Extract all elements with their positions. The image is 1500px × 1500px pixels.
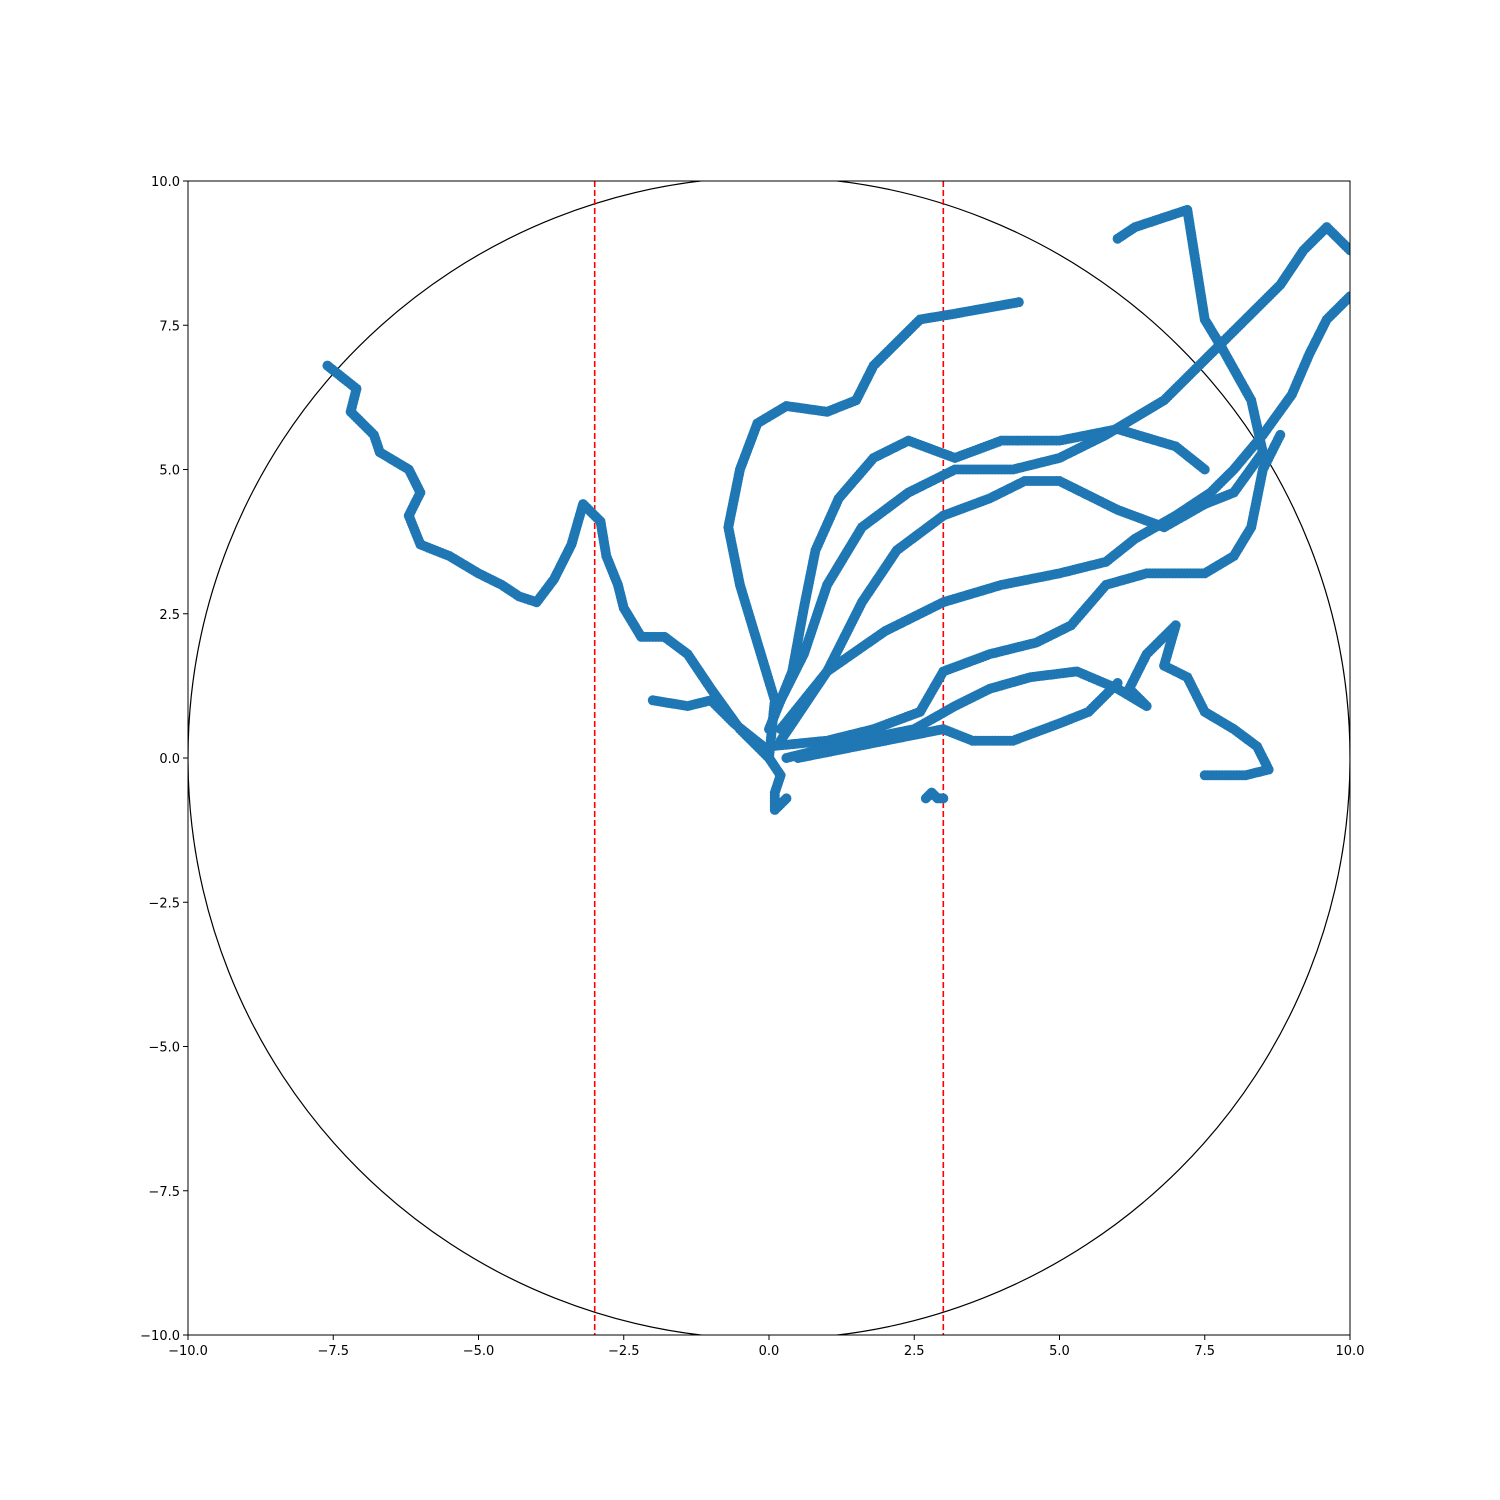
x-tick-label: 2.5: [904, 1344, 925, 1359]
data-point: [1345, 291, 1350, 302]
trajectory-6: [793, 677, 1123, 763]
y-tick-label: 7.5: [159, 319, 180, 334]
x-tick-label: 7.5: [1194, 1344, 1215, 1359]
data-point: [1013, 297, 1024, 308]
x-tick-label: −2.5: [608, 1344, 640, 1359]
y-tick-label: −7.5: [148, 1185, 180, 1200]
scatter-points: [322, 204, 1350, 815]
trajectory-9: [647, 695, 769, 752]
x-axis: −10.0 −7.5 −5.0 −2.5 0.0 2.5 5.0 7.5 10.0: [168, 1335, 1364, 1359]
y-tick-label: −2.5: [148, 896, 180, 911]
data-point: [938, 793, 949, 804]
data-point: [1199, 770, 1210, 781]
reference-lines: [593, 181, 945, 1335]
y-tick-label: 0.0: [159, 752, 180, 767]
trajectory-8: [769, 222, 1350, 717]
trajectory-1: [723, 297, 1024, 763]
trajectory-2: [764, 424, 1210, 735]
data-point: [781, 793, 792, 804]
y-tick-label: 5.0: [159, 464, 180, 479]
trajectory-11: [920, 787, 949, 804]
y-tick-label: −5.0: [148, 1041, 180, 1056]
y-tick-label: 10.0: [151, 175, 180, 190]
x-tick-label: 10.0: [1336, 1344, 1365, 1359]
trajectory-10: [764, 753, 792, 815]
y-tick-label: 2.5: [159, 608, 180, 623]
data-point: [1112, 233, 1123, 244]
data-point: [1275, 429, 1286, 440]
data-point: [1345, 245, 1350, 256]
data-point: [647, 695, 658, 706]
data-point: [322, 360, 333, 371]
x-tick-label: −5.0: [463, 1344, 495, 1359]
data-point: [1112, 677, 1123, 688]
x-tick-label: −7.5: [317, 1344, 349, 1359]
x-tick-label: −10.0: [168, 1344, 208, 1359]
trajectory-7: [775, 291, 1350, 735]
data-point: [1199, 464, 1210, 475]
plot-area: [188, 181, 1350, 1335]
x-tick-label: 5.0: [1049, 1344, 1070, 1359]
y-axis: −10.0 −7.5 −5.0 −2.5 0.0 2.5 5.0 7.5 10.0: [140, 175, 188, 1344]
x-tick-label: 0.0: [759, 1344, 780, 1359]
y-tick-label: −10.0: [140, 1329, 180, 1344]
